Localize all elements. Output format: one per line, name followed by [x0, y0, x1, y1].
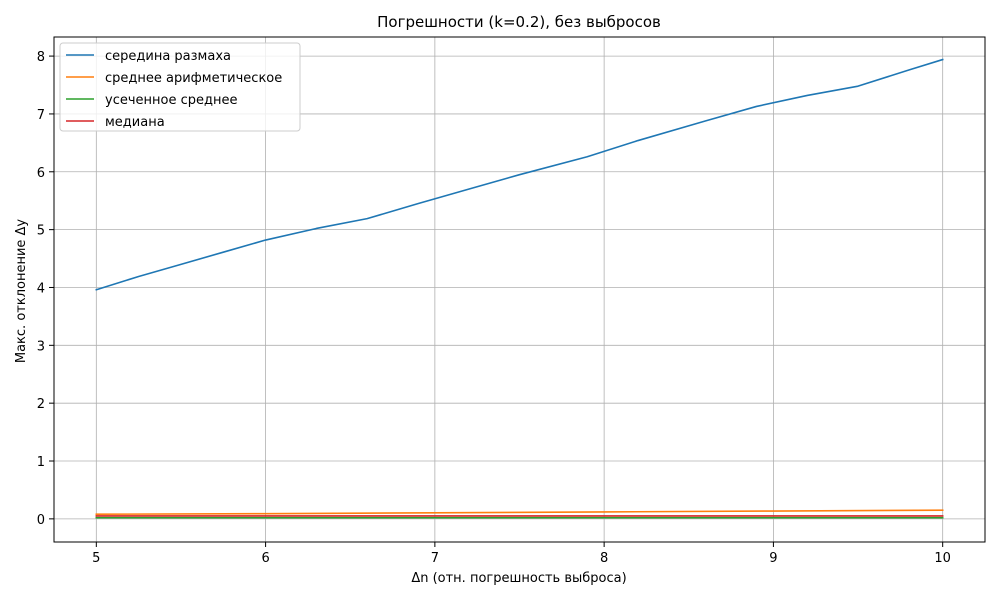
axis-ticks: 5 6 7 8 9 10 0 1 2 3 4 5 6 7 8	[37, 50, 951, 566]
y-tick-label: 8	[37, 50, 45, 65]
legend-label-2: среднее арифметическое	[105, 71, 282, 86]
x-tick-label: 8	[600, 551, 608, 566]
x-tick-label: 9	[769, 551, 777, 566]
legend-box	[59, 42, 301, 132]
y-tick-label: 2	[37, 397, 45, 412]
series-lines	[95, 58, 944, 519]
y-tick-label: 6	[37, 166, 45, 181]
y-tick-label: 7	[37, 108, 45, 123]
x-tick-label: 7	[431, 551, 439, 566]
chart-title: Погрешности (k=0.2), без выбросов	[377, 13, 661, 31]
x-tick-label: 5	[92, 551, 100, 566]
y-axis-label: Макс. отклонение Δy	[14, 219, 29, 364]
y-tick-label: 0	[37, 513, 45, 528]
legend-label-4: медиана	[105, 115, 165, 130]
plot-frame	[53, 36, 986, 543]
y-tick-label: 5	[37, 224, 45, 239]
x-tick-label: 10	[934, 551, 951, 566]
grid-lines	[54, 37, 985, 542]
y-tick-label: 1	[37, 455, 45, 470]
x-axis-label: Δn (отн. погрешность выброса)	[411, 571, 626, 586]
y-tick-label: 4	[37, 281, 45, 296]
y-tick-label: 3	[37, 339, 45, 354]
series-line-2	[95, 509, 944, 516]
series-line-1	[95, 58, 944, 291]
legend-items: середина размаха среднее арифметическое ус…	[66, 49, 282, 130]
legend: середина размаха среднее арифметическое ус…	[59, 42, 301, 132]
x-tick-label: 6	[261, 551, 269, 566]
legend-label-3: усеченное среднее	[105, 93, 237, 108]
legend-label-1: середина размаха	[105, 49, 231, 64]
